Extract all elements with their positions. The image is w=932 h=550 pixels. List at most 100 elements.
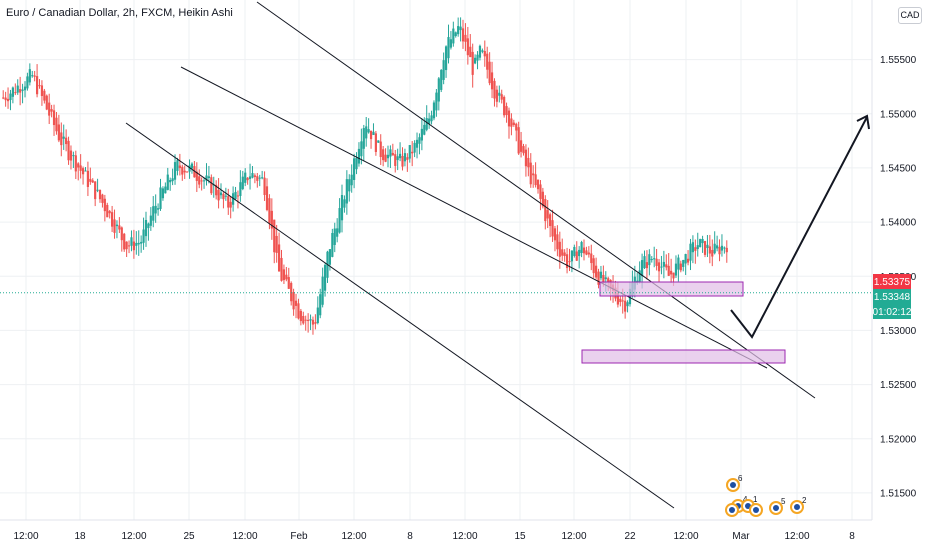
candle-body	[505, 106, 508, 116]
candle-body	[195, 171, 198, 181]
chart-title: Euro / Canadian Dollar, 2h, FXCM, Heikin…	[6, 7, 233, 19]
candle-body	[483, 51, 486, 57]
candle-body	[558, 241, 561, 257]
resistance-zone	[599, 281, 744, 297]
candle-body	[19, 89, 22, 93]
candle-body	[624, 300, 627, 312]
candle-body	[682, 259, 685, 267]
candle-body	[403, 153, 407, 162]
candle-body	[684, 254, 687, 264]
candle-body	[178, 165, 181, 169]
candle-body	[573, 246, 576, 256]
candle-body	[77, 163, 80, 168]
support-zone	[581, 349, 786, 364]
candle-body	[173, 162, 177, 180]
candle-body	[127, 245, 131, 247]
candle-body	[498, 92, 501, 96]
candle-body	[396, 156, 399, 161]
y-tick-label: 1.54500	[880, 163, 917, 174]
candle-body	[563, 252, 566, 257]
candle-body	[524, 149, 528, 167]
candle-body	[348, 179, 351, 192]
x-tick-label: 12:00	[13, 531, 38, 542]
axes: 1.555001.550001.545001.540001.535001.530…	[0, 0, 917, 542]
candle-body	[91, 180, 94, 183]
candle-body	[430, 115, 433, 122]
candle-body	[539, 184, 542, 199]
candle-body	[686, 258, 690, 263]
currency-button[interactable]: CAD	[898, 7, 922, 24]
candle-body	[386, 154, 390, 159]
candle-body	[522, 146, 525, 154]
candle-body	[43, 90, 46, 101]
event-icon	[794, 504, 800, 510]
candle-body	[413, 142, 416, 153]
candle-body	[111, 212, 114, 227]
candle-body	[691, 242, 695, 253]
candle-body	[38, 85, 41, 87]
event-count: 6	[738, 474, 743, 483]
candle-body	[282, 269, 286, 281]
candle-body	[578, 249, 581, 257]
candle-body	[23, 86, 27, 91]
candle-body	[355, 157, 358, 170]
candle-body	[442, 60, 445, 80]
event-icons[interactable]: 64 1 5 2	[725, 474, 807, 517]
candle-body	[711, 249, 714, 257]
candle-body	[28, 69, 31, 83]
candle-body	[270, 210, 273, 229]
candle-body	[198, 176, 201, 185]
candle-body	[62, 136, 65, 139]
candle-body	[142, 229, 145, 243]
candle-body	[246, 177, 249, 181]
candle-body	[384, 154, 387, 162]
candle-body	[234, 191, 237, 199]
channel-line	[125, 122, 675, 509]
candle-body	[328, 249, 332, 265]
candle-body	[86, 170, 90, 187]
candle-body	[411, 151, 414, 154]
candle-body	[549, 214, 552, 227]
candle-body	[188, 165, 191, 172]
candle-body	[106, 204, 109, 218]
candle-body	[510, 118, 513, 127]
candle-body	[667, 265, 670, 276]
event-icon	[753, 507, 759, 513]
x-tick-label: 8	[407, 531, 413, 542]
candle-body	[568, 261, 571, 263]
candle-body	[665, 264, 668, 268]
candle-body	[449, 39, 453, 48]
candle-body	[408, 145, 411, 159]
candle-body	[500, 94, 503, 100]
candle-body	[239, 182, 242, 196]
candle-body	[599, 271, 603, 279]
y-tick-label: 1.55000	[880, 109, 917, 120]
candle-body	[565, 254, 569, 269]
candle-body	[415, 139, 419, 148]
candle-body	[457, 26, 460, 35]
price-label-bg	[873, 304, 911, 319]
candle-body	[517, 127, 520, 154]
candle-body	[96, 189, 99, 191]
candle-body	[444, 46, 448, 71]
candle-body	[706, 244, 709, 248]
candle-body	[495, 89, 498, 102]
candle-body	[166, 174, 169, 190]
candle-body	[694, 247, 697, 251]
candle-body	[503, 96, 506, 116]
candle-body	[176, 160, 179, 171]
event-count: 1	[753, 495, 758, 504]
candle-body	[476, 54, 479, 61]
candle-body	[118, 225, 121, 230]
candle-body	[534, 174, 537, 186]
candle-body	[299, 310, 302, 322]
candle-body	[515, 123, 518, 131]
x-tick-label: Feb	[290, 531, 308, 542]
candle-body	[251, 173, 254, 178]
candle-body	[619, 298, 622, 303]
candle-body	[587, 252, 590, 255]
candle-body	[556, 234, 559, 250]
candle-body	[217, 190, 220, 201]
x-tick-label: 12:00	[561, 531, 586, 542]
